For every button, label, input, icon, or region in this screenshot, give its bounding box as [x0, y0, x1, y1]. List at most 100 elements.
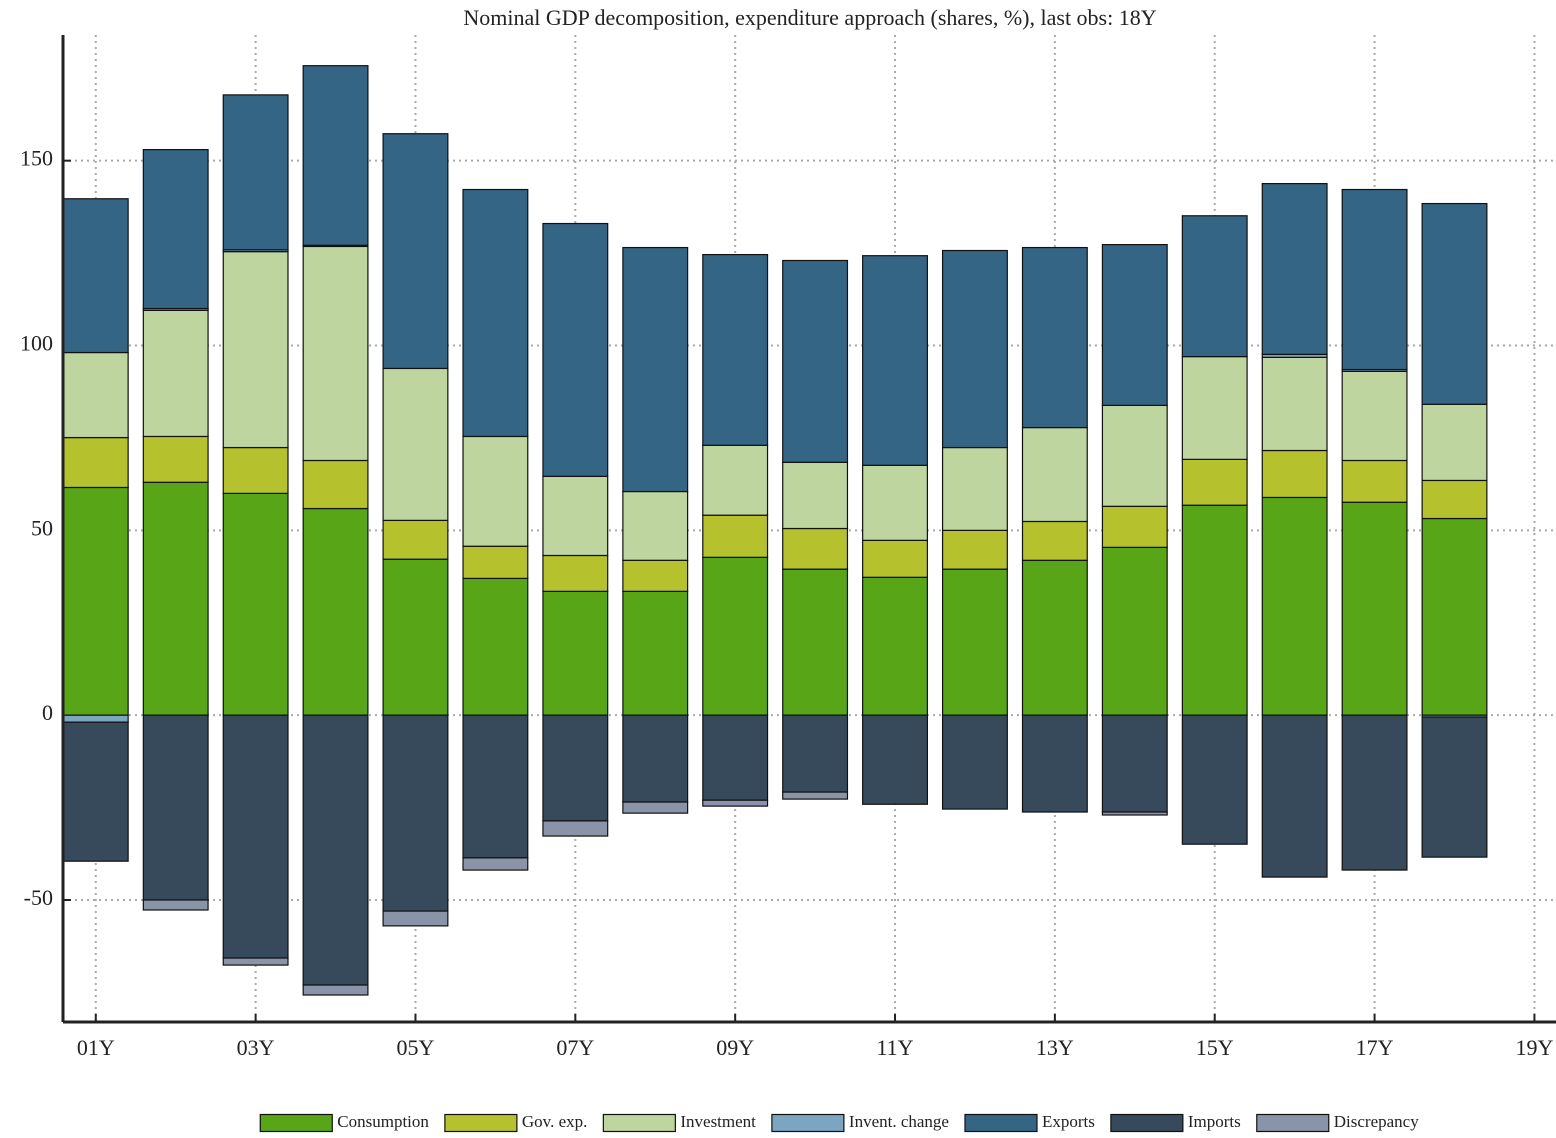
- bar-segment: [1181, 215, 1248, 358]
- bar-segment: [1261, 356, 1328, 452]
- bar-segment: [62, 721, 129, 862]
- bar-segment: [622, 714, 689, 803]
- bar-segment: [1181, 714, 1248, 845]
- bar-segment: [142, 899, 209, 911]
- legend-item: Investment: [602, 1112, 756, 1133]
- bar-segment: [62, 198, 129, 354]
- bar-segment: [382, 519, 449, 560]
- bar-segment: [1421, 517, 1488, 716]
- bar-segment: [142, 714, 209, 901]
- bar-segment: [702, 799, 769, 807]
- bar-segment: [302, 984, 369, 996]
- legend-swatch: [1256, 1113, 1330, 1133]
- bar-segment: [1341, 370, 1408, 462]
- bar-segment: [622, 559, 689, 592]
- bar-segment: [1341, 501, 1408, 716]
- bar-segment: [462, 435, 529, 547]
- legend-label: Discrepancy: [1334, 1112, 1419, 1131]
- x-tick-label: 05Y: [397, 1035, 435, 1060]
- bar-segment: [222, 94, 289, 251]
- y-tick-label: 150: [20, 146, 53, 171]
- y-tick-label: -50: [24, 885, 53, 910]
- bar-segment: [1341, 459, 1408, 503]
- chart-title: Nominal GDP decomposition, expenditure a…: [463, 5, 1156, 30]
- x-tick-label: 07Y: [556, 1035, 594, 1060]
- bar-segment: [941, 446, 1008, 531]
- bar-segment: [862, 576, 928, 716]
- bar-segment: [302, 245, 369, 462]
- bar-segment: [622, 801, 689, 814]
- bar-segment: [1421, 716, 1488, 858]
- legend-item: Consumption: [259, 1112, 429, 1133]
- bar-segment: [1181, 504, 1248, 716]
- bar-segment: [382, 714, 449, 912]
- x-tick-label: 15Y: [1196, 1035, 1234, 1060]
- x-tick-label: 13Y: [1036, 1035, 1074, 1060]
- bar-segment: [542, 714, 609, 822]
- bar-segment: [382, 558, 449, 716]
- legend-label: Investment: [680, 1112, 756, 1131]
- bar-segment: [142, 481, 209, 716]
- bar-segment: [862, 464, 928, 541]
- bar-segment: [1101, 505, 1168, 548]
- bar-segment: [941, 714, 1008, 810]
- bar-segment: [462, 188, 529, 438]
- bar-segment: [702, 714, 769, 801]
- bar-segment: [1261, 183, 1328, 355]
- legend-swatch: [602, 1113, 676, 1133]
- bar-segment: [302, 507, 369, 716]
- legend-item: Imports: [1110, 1112, 1241, 1133]
- bar-segment: [702, 514, 769, 558]
- bar-segment: [1101, 714, 1168, 813]
- x-tick-label: 01Y: [77, 1035, 115, 1060]
- bar-segment: [142, 435, 209, 483]
- bar-segment: [142, 309, 209, 438]
- x-tick-label: 11Y: [876, 1035, 913, 1060]
- x-tick-label: 03Y: [237, 1035, 275, 1060]
- bar-segment: [1421, 403, 1488, 482]
- bar-segment: [62, 714, 129, 723]
- legend-label: Invent. change: [849, 1112, 949, 1131]
- bar-segment: [1421, 479, 1488, 520]
- bar-segment: [622, 490, 689, 561]
- bar-segment: [222, 446, 289, 494]
- bar-segment: [782, 714, 849, 793]
- x-tick-label: 19Y: [1515, 1035, 1553, 1060]
- bar-segment: [1101, 811, 1168, 816]
- bar-segment: [382, 367, 449, 521]
- bar-segment: [542, 222, 609, 477]
- bar-segment: [702, 253, 769, 446]
- bar-segment: [862, 255, 928, 466]
- bar-segment: [782, 461, 849, 530]
- legend-label: Consumption: [337, 1112, 429, 1131]
- legend-label: Imports: [1188, 1112, 1241, 1131]
- bar-segment: [222, 492, 289, 716]
- bar-segment: [622, 590, 689, 716]
- bar-segment: [702, 444, 769, 516]
- bar-segment: [222, 957, 289, 966]
- bar-segment: [1021, 520, 1088, 561]
- legend-item: Invent. change: [771, 1112, 949, 1133]
- bar-segment: [1181, 356, 1248, 460]
- bar-segment: [222, 714, 289, 959]
- bar-segment: [1101, 243, 1168, 407]
- bar-segment: [462, 857, 529, 871]
- bar-segment: [462, 545, 529, 580]
- legend-label: Gov. exp.: [522, 1112, 587, 1131]
- bar-segment: [622, 246, 689, 493]
- legend-swatch: [771, 1113, 845, 1133]
- bar-segment: [62, 436, 129, 489]
- bar-segment: [62, 486, 129, 716]
- bar-segment: [302, 714, 369, 986]
- legend-item: Exports: [964, 1112, 1095, 1133]
- bar-segment: [542, 475, 609, 557]
- bar-segment: [1021, 426, 1088, 523]
- bar-segment: [142, 148, 209, 310]
- y-tick-label: 50: [31, 515, 53, 540]
- bar-segment: [222, 251, 289, 449]
- legend-swatch: [444, 1113, 518, 1133]
- bar-segment: [782, 568, 849, 716]
- bar-segment: [1021, 246, 1088, 429]
- x-tick-label: 17Y: [1356, 1035, 1394, 1060]
